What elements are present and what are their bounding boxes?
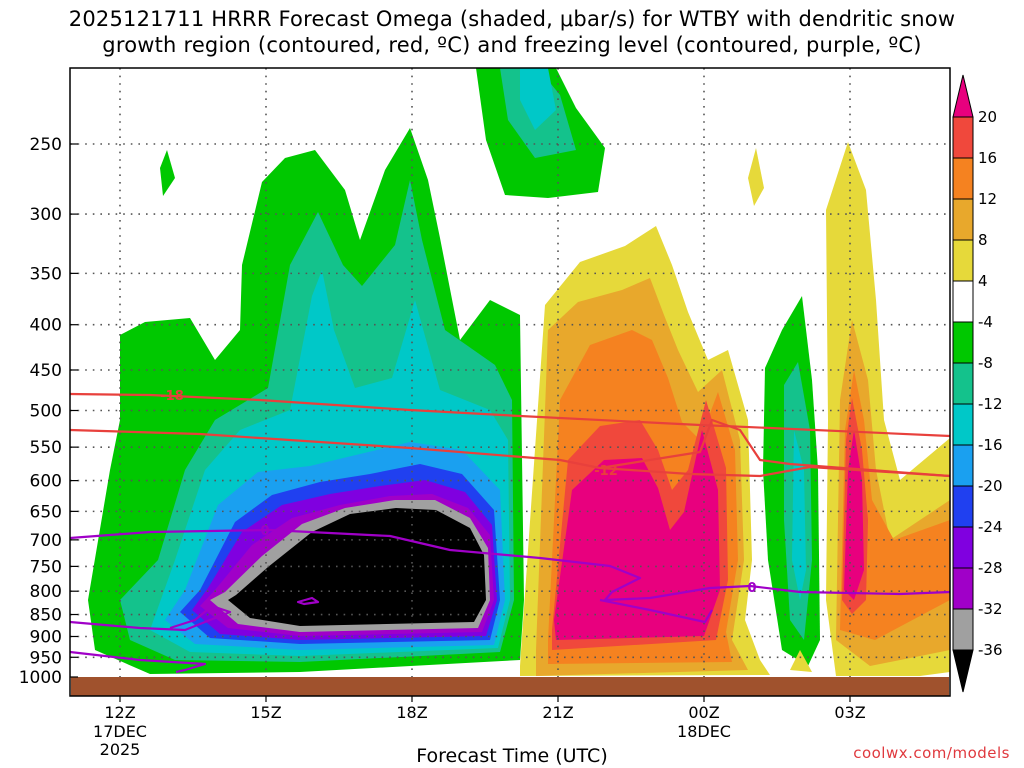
contour-label: -18: [160, 389, 184, 404]
y-tick-label: 250: [30, 135, 62, 155]
y-tick-label: 600: [30, 472, 62, 492]
colorbar-swatch: [952, 321, 974, 364]
colorbar-label: 4: [978, 272, 988, 290]
colorbar-label: -12: [978, 395, 1003, 413]
x-tick-sublabel: 18DEC: [677, 722, 731, 741]
omega-shading: [88, 68, 950, 676]
colorbar-swatch: [952, 198, 974, 241]
contour-minus-12-b: [599, 418, 950, 478]
colorbar-swatch: [952, 157, 974, 200]
y-tick-label: 800: [30, 582, 62, 602]
y-tick-label: 700: [30, 531, 62, 551]
x-tick-label: 18Z: [396, 703, 427, 722]
omega-region-c16-10: [792, 430, 806, 600]
y-tick-label: 350: [30, 264, 62, 284]
contour-label: 0: [747, 581, 756, 596]
plot-frame: [69, 67, 951, 697]
credit-link[interactable]: coolwx.com/models: [853, 744, 1010, 762]
colorbar-label: -36: [978, 641, 1003, 659]
colorbar-label: 16: [978, 149, 997, 167]
omega-region-yl-18: [748, 148, 764, 206]
colorbar-swatch: [952, 116, 974, 159]
y-tick-label: 500: [30, 402, 62, 422]
colorbar-label: 8: [978, 231, 988, 249]
contour-zero-d: [599, 598, 713, 624]
chart-title-line-2: growth region (contoured, red, ºC) and f…: [102, 33, 922, 57]
colorbar-label: -4: [978, 313, 993, 331]
x-tick-label: 00Z: [688, 703, 719, 722]
colorbar-cap-top: [952, 74, 974, 118]
x-tick-label: 15Z: [250, 703, 281, 722]
colorbar-swatch: [952, 362, 974, 405]
colorbar-label: -8: [978, 354, 993, 372]
colorbar-swatch: [952, 444, 974, 487]
colorbar-cap-bottom: [952, 649, 974, 693]
colorbar-label: -32: [978, 600, 1003, 618]
x-axis-title: Forecast Time (UTC): [416, 745, 608, 767]
omega-region-pk-28: [554, 430, 720, 640]
chart-title: 2025121711 HRRR Forecast Omega (shaded, …: [0, 6, 1024, 58]
y-tick-label: 900: [30, 627, 62, 647]
colorbar-swatch: [952, 608, 974, 651]
x-tick-label: 03Z: [834, 703, 865, 722]
colorbar-label: 20: [978, 108, 997, 126]
y-tick-label: 1000: [19, 668, 62, 688]
omega-region-yl-20: [790, 650, 812, 672]
y-axis: 2503003504004505005506006507007508008509…: [19, 135, 78, 688]
contour-lines: -18 -12 0 0: [70, 389, 950, 674]
colorbar-swatch: [952, 567, 974, 610]
x-tick-sublabel: 2025: [100, 740, 141, 759]
colorbar-swatch: [952, 485, 974, 528]
contour-zero-a: [70, 528, 950, 602]
contour-label: -12: [594, 464, 618, 479]
y-tick-label: 450: [30, 361, 62, 381]
colorbar-swatch: [952, 280, 974, 323]
colorbar: 20 16 12 8 4 -4 -8 -12 -16 -20 -24 -28 -32 -36: [952, 74, 1003, 693]
ground-surface: [71, 677, 949, 696]
colorbar-swatch: [952, 526, 974, 569]
y-tick-label: 750: [30, 557, 62, 577]
colorbar-label: -16: [978, 436, 1003, 454]
chart-title-line-1: 2025121711 HRRR Forecast Omega (shaded, …: [68, 7, 956, 31]
contour-minus-18: [70, 392, 950, 438]
omega-region-pk-29: [844, 430, 864, 600]
omega-region-g8-2: [160, 150, 175, 196]
y-tick-label: 400: [30, 316, 62, 336]
y-tick-label: 650: [30, 502, 62, 522]
contour-zero-b: [70, 604, 232, 632]
omega-region-or-25: [840, 370, 950, 640]
colorbar-label: -24: [978, 518, 1003, 536]
contour-label: 0: [260, 524, 269, 539]
colorbar-label: -20: [978, 477, 1003, 495]
y-tick-label: 550: [30, 438, 62, 458]
colorbar-label: -28: [978, 559, 1003, 577]
omega-region-bk-16: [228, 508, 486, 626]
x-tick-sublabel: 17DEC: [93, 722, 147, 741]
x-tick-label: 21Z: [542, 703, 573, 722]
y-tick-label: 300: [30, 205, 62, 225]
omega-region-c16-8: [520, 68, 556, 130]
contour-zero-e: [296, 596, 320, 606]
y-tick-label: 850: [30, 606, 62, 626]
y-tick-label: 950: [30, 648, 62, 668]
colorbar-swatch: [952, 403, 974, 446]
colorbar-label: 12: [978, 190, 997, 208]
contour-zero-c: [70, 650, 207, 674]
x-tick-label: 12Z: [104, 703, 135, 722]
colorbar-swatch: [952, 239, 974, 282]
